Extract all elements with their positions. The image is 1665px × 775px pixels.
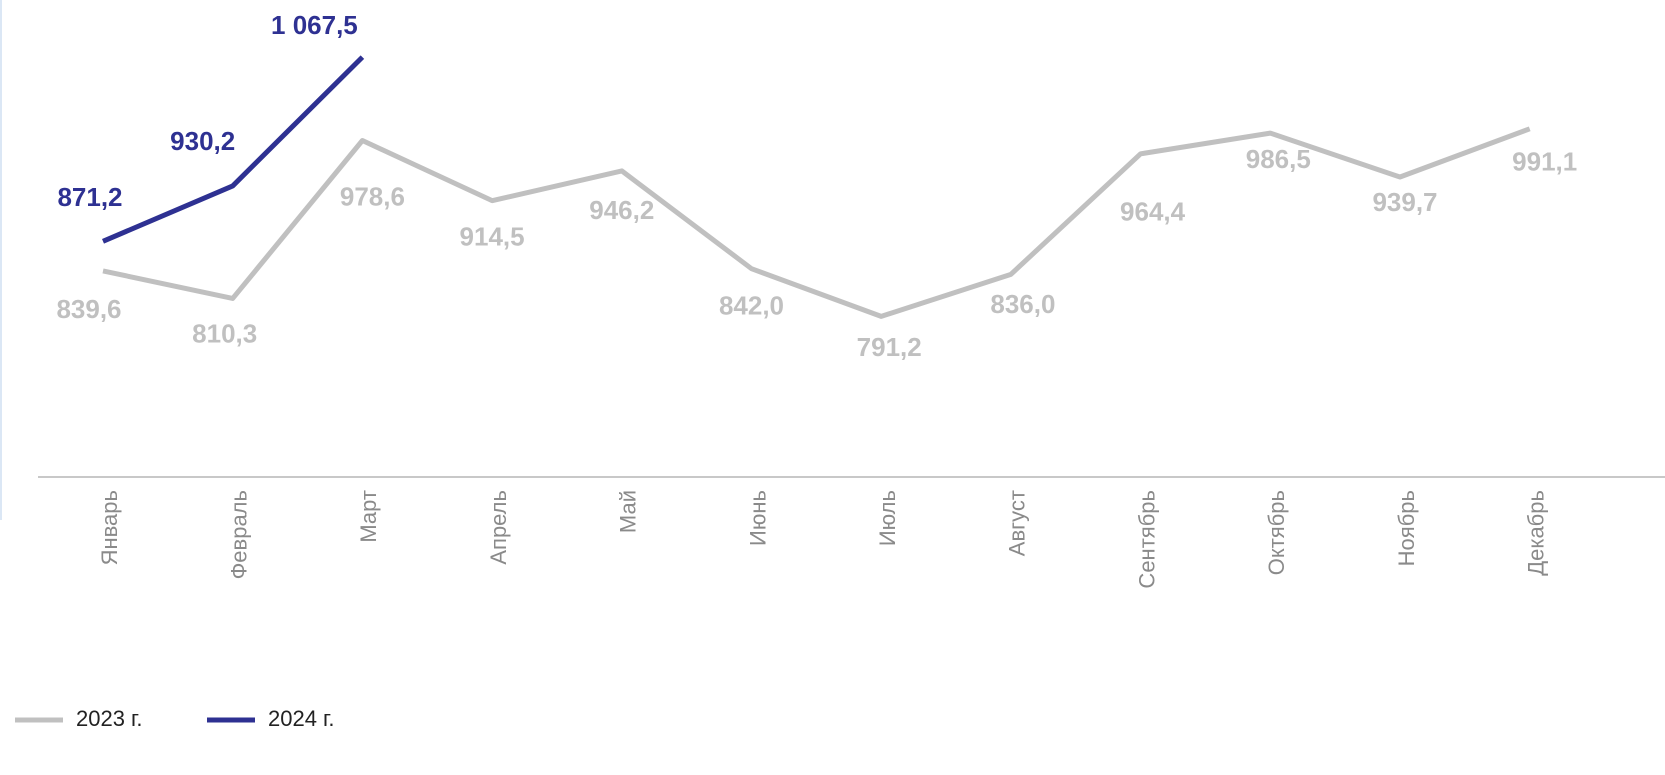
data-label: 810,3	[192, 318, 257, 348]
data-label: 964,4	[1120, 197, 1186, 227]
legend-label: 2023 г.	[76, 706, 143, 731]
data-label: 939,7	[1372, 187, 1437, 217]
data-label: 986,5	[1246, 144, 1311, 174]
data-label: 946,2	[589, 195, 654, 225]
x-tick-label: Январь	[97, 490, 122, 565]
series-line	[102, 55, 365, 244]
x-tick-label: Март	[356, 490, 381, 543]
x-tick-label: Апрель	[486, 490, 511, 565]
x-tick-label: Сентябрь	[1134, 490, 1159, 589]
data-label: 836,0	[990, 289, 1055, 319]
x-tick-label: Декабрь	[1524, 490, 1549, 576]
series-line	[102, 126, 1531, 319]
data-label: 839,6	[56, 294, 121, 324]
x-tick-label: Июль	[875, 490, 900, 546]
x-tick-label: Июнь	[745, 490, 770, 546]
x-tick-label: Октябрь	[1264, 490, 1289, 575]
x-tick-label: Ноябрь	[1394, 490, 1419, 566]
data-label: 871,2	[57, 182, 122, 212]
legend-label: 2024 г.	[268, 706, 335, 731]
data-label: 991,1	[1512, 147, 1577, 177]
data-label: 914,5	[460, 222, 525, 252]
x-tick-label: Май	[616, 490, 641, 533]
data-label: 1 067,5	[271, 10, 358, 40]
data-label: 842,0	[719, 291, 784, 321]
data-label: 791,2	[857, 332, 922, 362]
x-tick-label: Февраль	[227, 490, 252, 579]
data-label: 978,6	[340, 181, 405, 211]
data-label: 930,2	[170, 126, 235, 156]
x-tick-label: Август	[1005, 490, 1030, 556]
